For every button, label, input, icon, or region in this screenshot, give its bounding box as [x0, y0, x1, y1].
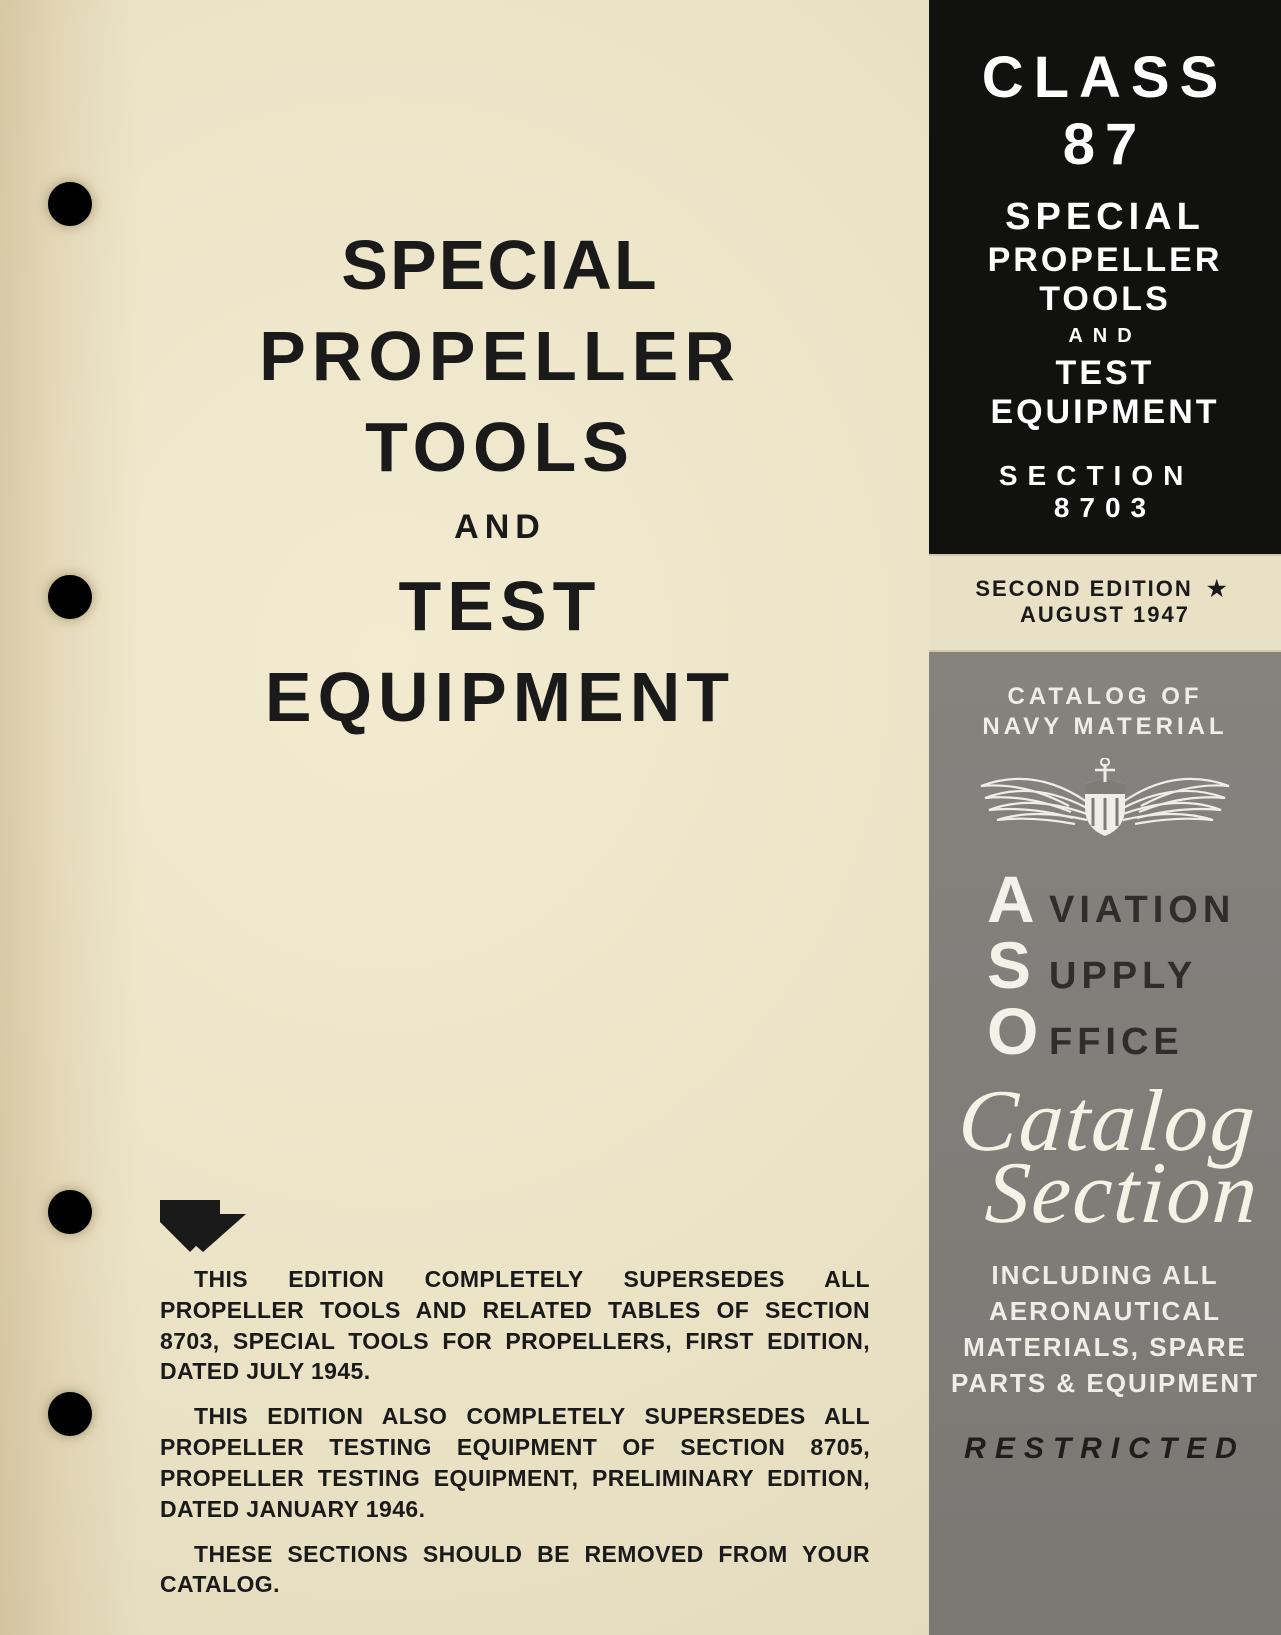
catalog-section-script: Catalog Section [936, 1086, 1274, 1230]
restricted-label: RESTRICTED [941, 1432, 1269, 1466]
star-icon: ★ [1207, 576, 1229, 602]
supersession-notice: THIS EDITION COMPLETELY SUPERSEDES ALL P… [160, 1264, 870, 1614]
class-label: CLASS [982, 45, 1229, 110]
catalog-of-line-2: NAVY MATERIAL [941, 712, 1269, 742]
sidebar-title-1: SPECIAL [943, 196, 1267, 239]
script-section: Section [976, 1158, 1269, 1230]
including-line-4: PARTS & EQUIPMENT [941, 1366, 1269, 1402]
title-line-3: TEST EQUIPMENT [160, 561, 840, 743]
aso-letter-a: A [987, 866, 1043, 932]
aso-word-supply: UPPLY [1049, 955, 1197, 998]
supersede-para-3: THESE SECTIONS SHOULD BE REMOVED FROM YO… [160, 1539, 870, 1601]
class-number: 87 [1063, 112, 1148, 177]
sidebar-title-3: TEST EQUIPMENT [943, 354, 1267, 432]
title-line-1: SPECIAL [160, 220, 840, 311]
binder-hole [48, 182, 92, 226]
sidebar: CLASS 87 SPECIAL PROPELLER TOOLS AND TES… [929, 0, 1281, 1635]
binder-hole [48, 1392, 92, 1436]
aso-letter-o: O [987, 998, 1043, 1064]
edition-strip: SECOND EDITION ★ AUGUST 1947 [929, 554, 1281, 652]
aso-word-office: FFICE [1049, 1021, 1184, 1064]
aso-acronym: A VIATION S UPPLY O FFICE [941, 866, 1269, 1064]
aso-word-aviation: VIATION [1049, 889, 1235, 932]
supersede-para-1: THIS EDITION COMPLETELY SUPERSEDES ALL P… [160, 1264, 870, 1387]
aso-letter-s: S [987, 932, 1043, 998]
supersede-text-1: THIS EDITION COMPLETELY SUPERSEDES ALL P… [160, 1266, 870, 1384]
including-block: INCLUDING ALL AERONAUTICAL MATERIALS, SP… [941, 1258, 1269, 1402]
document-page: SPECIAL PROPELLER TOOLS AND TEST EQUIPME… [0, 0, 1281, 1635]
section-label: SECTION [999, 460, 1193, 491]
aso-row-aviation: A VIATION [987, 866, 1269, 932]
binder-hole [48, 575, 92, 619]
naval-aviator-wings-icon [975, 758, 1235, 844]
sidebar-class-panel: CLASS 87 SPECIAL PROPELLER TOOLS AND TES… [929, 0, 1281, 554]
catalog-of-line-1: CATALOG OF [941, 682, 1269, 712]
pointer-arrow-icon [160, 1200, 246, 1257]
sidebar-title-and: AND [943, 325, 1267, 348]
sidebar-aso-panel: CATALOG OF NAVY MATERIAL [929, 652, 1281, 1635]
title-line-2: PROPELLER TOOLS [160, 311, 840, 493]
supersede-text-2: THIS EDITION ALSO COMPLETELY SUPERSEDES … [160, 1403, 870, 1521]
including-line-2: AERONAUTICAL [941, 1294, 1269, 1330]
sidebar-title-2: PROPELLER TOOLS [943, 241, 1267, 319]
including-line-3: MATERIALS, SPARE [941, 1330, 1269, 1366]
cover-title: SPECIAL PROPELLER TOOLS AND TEST EQUIPME… [160, 220, 840, 743]
binder-hole [48, 1190, 92, 1234]
class-heading: CLASS 87 [943, 44, 1267, 178]
supersede-para-2: THIS EDITION ALSO COMPLETELY SUPERSEDES … [160, 1401, 870, 1524]
edition-label: SECOND EDITION [975, 576, 1192, 601]
including-line-1: INCLUDING ALL [941, 1258, 1269, 1294]
title-line-and: AND [160, 505, 840, 549]
section-number: 8703 [1054, 492, 1156, 523]
aso-row-supply: S UPPLY [987, 932, 1269, 998]
supersede-text-3: THESE SECTIONS SHOULD BE REMOVED FROM YO… [160, 1541, 870, 1598]
aso-row-office: O FFICE [987, 998, 1269, 1064]
edition-date: AUGUST 1947 [1020, 602, 1190, 627]
section-heading: SECTION 8703 [943, 460, 1267, 524]
